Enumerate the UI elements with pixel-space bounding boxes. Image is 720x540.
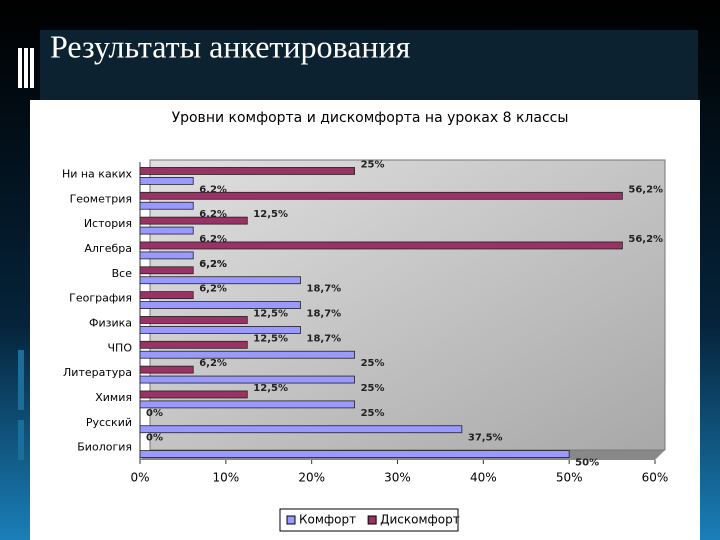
- legend-label: Дискомфорт: [380, 513, 460, 527]
- y-tick-label: ЧПО: [108, 341, 133, 354]
- bar: [139, 390, 248, 399]
- slide-title: Результаты анкетирования: [50, 28, 411, 64]
- value-label: 12,5%: [253, 209, 288, 220]
- value-label: 6,2%: [199, 259, 227, 270]
- value-label: 6,2%: [199, 259, 227, 270]
- value-label: 18,7%: [307, 333, 342, 344]
- bar: [139, 375, 355, 384]
- x-tick-label: 30%: [384, 471, 411, 485]
- bar: [139, 201, 194, 210]
- bar: [139, 176, 194, 185]
- value-label: 25%: [361, 358, 385, 369]
- legend-label: Комфорт: [299, 513, 356, 527]
- value-label: 12,5%: [253, 383, 288, 394]
- value-label: 6,2%: [199, 184, 227, 195]
- value-label: 0%: [146, 433, 163, 444]
- chart: 0% 10% 20% 30% 40% 50% 60% Ни на каких Геометрия…: [62, 159, 669, 532]
- value-label: 18,7%: [307, 309, 342, 320]
- y-tick-label: Все: [112, 267, 133, 280]
- value-label: 0%: [146, 408, 163, 419]
- value-label: 25%: [361, 159, 385, 170]
- legend-swatch: [367, 515, 377, 525]
- bar: [139, 216, 248, 225]
- bar: [139, 450, 570, 458]
- value-label: 56,2%: [628, 234, 663, 245]
- bar: [139, 350, 355, 359]
- bar: [139, 167, 355, 175]
- bar: [139, 241, 623, 250]
- bar: [139, 251, 194, 260]
- y-tick-label: Алгебра: [84, 242, 132, 255]
- x-tick-label: 20%: [298, 471, 325, 485]
- y-tick-label: Геометрия: [70, 192, 132, 205]
- value-label: 6,2%: [199, 358, 227, 369]
- x-tick-label: 40%: [470, 471, 497, 485]
- bar: [139, 325, 301, 334]
- x-tick-label: 50%: [556, 471, 583, 485]
- bar: [139, 191, 623, 200]
- bar: [139, 316, 248, 324]
- title-bar: [40, 30, 698, 100]
- y-tick-label: Физика: [89, 316, 132, 329]
- value-label: 37,5%: [468, 433, 503, 444]
- value-label: 12,5%: [253, 333, 288, 344]
- bar: [139, 301, 301, 309]
- value-label: 6,2%: [199, 284, 227, 295]
- x-tick-label: 10%: [212, 471, 239, 485]
- chart-title: Уровни комфорта и дискомфорта на уроках …: [172, 110, 569, 126]
- y-tick-label: История: [84, 217, 132, 230]
- y-tick-label: Литература: [63, 366, 132, 379]
- bar: [139, 226, 194, 235]
- bar: [139, 400, 355, 409]
- y-tick-label: Биология: [77, 441, 132, 454]
- bar: [139, 340, 248, 349]
- bar: [139, 425, 463, 434]
- value-label: 25%: [361, 408, 385, 419]
- x-tick-label: 60%: [642, 471, 669, 485]
- y-tick-label: Ни на каких: [62, 167, 133, 180]
- value-label: 25%: [361, 383, 385, 394]
- value-label: 12,5%: [253, 308, 288, 319]
- bar: [139, 291, 194, 300]
- value-label: 6,2%: [199, 209, 227, 220]
- legend-swatch: [286, 515, 296, 525]
- value-label: 18,7%: [307, 284, 342, 295]
- decoration: [18, 48, 34, 460]
- x-tick-label: 0%: [130, 471, 149, 485]
- value-label: 6,2%: [199, 234, 227, 245]
- bar: [139, 266, 194, 275]
- y-tick-label: География: [69, 292, 132, 305]
- bar: [139, 365, 194, 374]
- value-label: 50%: [575, 458, 599, 469]
- y-tick-label: Русский: [86, 416, 132, 429]
- value-label: 56,2%: [628, 184, 663, 195]
- bar: [139, 276, 301, 285]
- y-tick-label: Химия: [95, 391, 132, 404]
